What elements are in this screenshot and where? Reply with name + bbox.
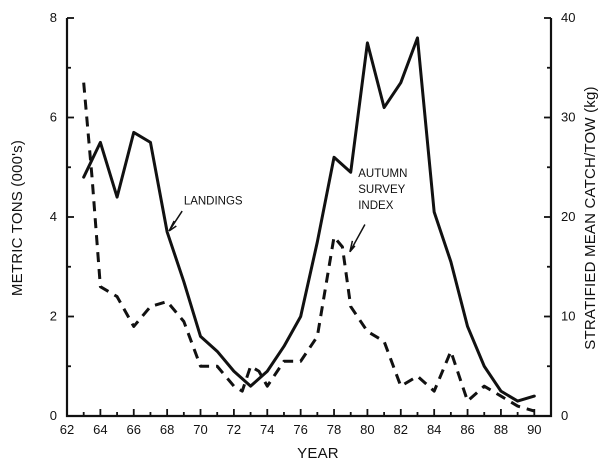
- landings-arrowhead: [168, 220, 177, 232]
- right-y-tick-label-20: 20: [561, 209, 575, 224]
- survey-annotation-line-3: INDEX: [358, 200, 393, 212]
- x-tick-label-86: 86: [460, 422, 474, 437]
- right-y-tick-label-0: 0: [561, 408, 568, 423]
- x-tick-label-70: 70: [193, 422, 207, 437]
- right-y-tick-label-40: 40: [561, 10, 575, 25]
- x-tick-label-72: 72: [227, 422, 241, 437]
- survey-annotation-arrow: [349, 224, 366, 253]
- left-y-tick-label-2: 2: [50, 309, 57, 324]
- axes-layer: 62 64 66 68 70 72 74 76 78 80 82 84 86 88 900246801020…: [50, 10, 576, 437]
- right-y-tick-label-10: 10: [561, 309, 575, 324]
- survey-annotation-line-1: AUTUMN: [358, 168, 407, 180]
- x-tick-label-78: 78: [327, 422, 341, 437]
- x-tick-label-62: 62: [60, 422, 74, 437]
- x-tick-label-74: 74: [260, 422, 274, 437]
- landings-series-line: [82, 36, 536, 403]
- left-y-tick-label-0: 0: [50, 408, 57, 423]
- x-tick-label-76: 76: [293, 422, 307, 437]
- right-y-tick-label-30: 30: [561, 110, 575, 125]
- x-tick-label-64: 64: [93, 422, 107, 437]
- left-y-tick-label-8: 8: [50, 10, 57, 25]
- series-layer: [82, 36, 536, 413]
- x-tick-label-90: 90: [527, 422, 541, 437]
- autumn-survey-index-series-line: [82, 82, 535, 413]
- right-y-axis-title: STRATIFIED MEAN CATCH/TOW (kg): [582, 86, 599, 350]
- x-tick-label-82: 82: [394, 422, 408, 437]
- x-tick-label-88: 88: [494, 422, 508, 437]
- x-tick-label-66: 66: [127, 422, 141, 437]
- left-y-tick-label-4: 4: [50, 209, 57, 224]
- x-tick-label-68: 68: [160, 422, 174, 437]
- x-tick-label-84: 84: [427, 422, 441, 437]
- left-y-tick-label-6: 6: [50, 110, 57, 125]
- survey-arrowhead: [349, 240, 356, 253]
- annotation-layer: LANDINGS AUTUMN SURVEY INDEX: [168, 168, 407, 253]
- x-tick-label-80: 80: [360, 422, 374, 437]
- landings-annotation: LANDINGS: [184, 196, 243, 208]
- left-y-axis-title: METRIC TONS (000's): [9, 140, 26, 296]
- plot-frame: [65, 18, 553, 418]
- x-axis-title: YEAR: [297, 445, 339, 462]
- survey-annotation-line-2: SURVEY: [358, 184, 405, 196]
